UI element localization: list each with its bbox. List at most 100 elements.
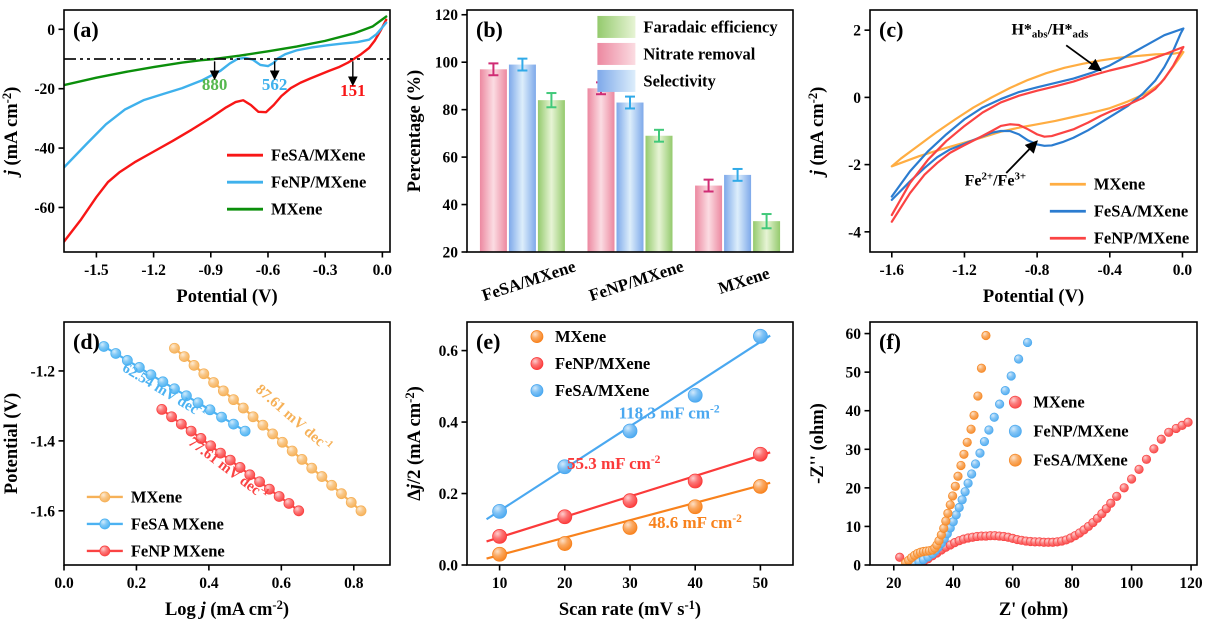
svg-text:Faradaic efficiency: Faradaic efficiency	[643, 17, 778, 36]
svg-text:Δj/2 (mA cm-2): Δj/2 (mA cm-2)	[403, 386, 425, 501]
svg-text:-0.3: -0.3	[313, 262, 338, 279]
svg-text:Z' (ohm): Z' (ohm)	[999, 600, 1068, 620]
svg-text:0: 0	[853, 90, 861, 107]
svg-text:(b): (b)	[476, 17, 503, 42]
svg-text:10: 10	[846, 519, 862, 536]
svg-text:(e): (e)	[476, 329, 500, 354]
svg-text:-1.2: -1.2	[30, 363, 55, 380]
svg-text:0.4: 0.4	[439, 415, 459, 432]
panel-a-lsv-curves: -1.5 -1.2 -0.9 -0.6 -0.3 0.0 0 -20 -40 -60 Potenti…	[0, 0, 403, 312]
svg-text:0.4: 0.4	[199, 575, 219, 592]
svg-text:100: 100	[1120, 575, 1144, 592]
svg-text:FeSA/MXene: FeSA/MXene	[480, 257, 579, 305]
panel-f-chart: 20 40 60 80 100 120 0 10 20 30 40 50 60 Z' (ohm) -Z'' …	[806, 312, 1210, 625]
svg-text:FeNP/MXene: FeNP/MXene	[271, 173, 366, 192]
svg-text:80: 80	[1064, 575, 1080, 592]
svg-text:20: 20	[557, 575, 573, 592]
svg-text:2: 2	[853, 23, 861, 40]
panel-a-chart: -1.5 -1.2 -0.9 -0.6 -0.3 0.0 0 -20 -40 -60 Potenti…	[0, 0, 403, 312]
svg-text:30: 30	[846, 442, 862, 459]
svg-text:FeNP/MXene: FeNP/MXene	[1094, 229, 1189, 248]
svg-text:60: 60	[1005, 575, 1021, 592]
svg-text:40: 40	[687, 575, 703, 592]
svg-text:118.3 mF cm-2: 118.3 mF cm-2	[619, 402, 720, 422]
svg-text:0.0: 0.0	[373, 262, 393, 279]
panel-e-chart: 10 20 30 40 50 0.0 0.2 0.4 0.6 Scan rate (mV s-1)…	[403, 312, 806, 625]
svg-text:50: 50	[846, 365, 862, 382]
svg-text:(c): (c)	[879, 17, 903, 42]
svg-text:FeNP/MXene: FeNP/MXene	[1033, 422, 1128, 441]
svg-text:10: 10	[492, 575, 508, 592]
svg-text:-0.6: -0.6	[256, 262, 281, 279]
svg-text:0.0: 0.0	[1173, 262, 1193, 279]
panel-c-cv-curves: -1.6 -1.2 -0.8 -0.4 0.0 2 0 -2 -4 Potential (V) j …	[806, 0, 1210, 312]
svg-text:j (mA cm-2): j (mA cm-2)	[806, 87, 828, 179]
svg-text:-0.4: -0.4	[1098, 262, 1123, 279]
svg-text:Log j (mA cm-2): Log j (mA cm-2)	[165, 598, 289, 620]
svg-text:50: 50	[753, 575, 769, 592]
svg-text:FeNP MXene: FeNP MXene	[131, 541, 225, 560]
svg-text:MXene: MXene	[716, 263, 773, 298]
svg-text:-1.6: -1.6	[880, 262, 905, 279]
svg-text:-Z'' (ohm): -Z'' (ohm)	[808, 403, 828, 484]
svg-text:120: 120	[435, 7, 459, 24]
svg-text:Potential (V): Potential (V)	[983, 287, 1084, 307]
svg-text:j (mA cm-2): j (mA cm-2)	[0, 87, 22, 179]
svg-text:Potential (V): Potential (V)	[2, 393, 22, 494]
svg-text:-1.5: -1.5	[84, 262, 109, 279]
svg-text:FeSA MXene: FeSA MXene	[131, 514, 224, 533]
svg-text:FeSA/MXene: FeSA/MXene	[1094, 202, 1188, 221]
svg-text:(f): (f)	[879, 329, 901, 354]
svg-text:87.61 mV dec-1: 87.61 mV dec-1	[252, 380, 335, 456]
svg-text:-1.2: -1.2	[141, 262, 166, 279]
svg-text:55.3 mF cm-2: 55.3 mF cm-2	[567, 453, 661, 473]
svg-text:Percentage (%): Percentage (%)	[405, 70, 425, 192]
panel-b-chart: 20 40 60 80 100 120 Percentage (%) FeSA/MXene Fe…	[403, 0, 806, 312]
svg-text:562: 562	[262, 75, 288, 94]
svg-text:30: 30	[622, 575, 638, 592]
svg-text:H*abs/H*ads: H*abs/H*ads	[1011, 22, 1088, 41]
svg-text:-0.9: -0.9	[199, 262, 224, 279]
panel-c-chart: -1.6 -1.2 -0.8 -0.4 0.0 2 0 -2 -4 Potential (V) j …	[806, 0, 1210, 312]
svg-text:0.2: 0.2	[127, 575, 147, 592]
svg-text:-4: -4	[848, 224, 861, 241]
figure-top-row: -1.5 -1.2 -0.9 -0.6 -0.3 0.0 0 -20 -40 -60 Potenti…	[0, 0, 1210, 312]
svg-text:151: 151	[340, 81, 366, 100]
svg-text:20: 20	[886, 575, 902, 592]
svg-text:-2: -2	[848, 157, 861, 174]
svg-text:FeSA/MXene: FeSA/MXene	[555, 381, 649, 400]
svg-text:FeSA/MXene: FeSA/MXene	[271, 146, 365, 165]
svg-text:60: 60	[846, 326, 862, 343]
svg-text:-40: -40	[34, 141, 55, 158]
svg-text:0.0: 0.0	[54, 575, 74, 592]
svg-text:-1.4: -1.4	[30, 433, 55, 450]
svg-text:Scan rate (mV s-1): Scan rate (mV s-1)	[559, 598, 701, 620]
svg-text:0.8: 0.8	[344, 575, 364, 592]
svg-text:60: 60	[443, 150, 459, 167]
svg-text:FeSA/MXene: FeSA/MXene	[1033, 451, 1127, 470]
svg-text:100: 100	[435, 55, 459, 72]
svg-text:(a): (a)	[73, 17, 99, 42]
svg-text:Nitrate removal: Nitrate removal	[643, 44, 755, 63]
svg-text:120: 120	[1179, 575, 1203, 592]
svg-text:20: 20	[443, 245, 459, 262]
svg-text:40: 40	[846, 403, 862, 420]
svg-text:0.2: 0.2	[439, 486, 459, 503]
svg-text:-1.6: -1.6	[30, 503, 55, 520]
svg-text:48.6 mF cm-2: 48.6 mF cm-2	[648, 512, 742, 532]
figure-bottom-row: 0.0 0.2 0.4 0.6 0.8 -1.2 -1.4 -1.6 Log j (mA cm-…	[0, 312, 1210, 625]
svg-text:40: 40	[945, 575, 961, 592]
panel-d-tafel-plots: 0.0 0.2 0.4 0.6 0.8 -1.2 -1.4 -1.6 Log j (mA cm-…	[0, 312, 403, 625]
svg-text:20: 20	[846, 480, 862, 497]
svg-text:-20: -20	[34, 81, 55, 98]
svg-text:(d): (d)	[73, 329, 100, 354]
panel-e-capacitance-fit: 10 20 30 40 50 0.0 0.2 0.4 0.6 Scan rate (mV s-1)…	[403, 312, 806, 625]
svg-text:MXene: MXene	[131, 487, 182, 506]
svg-text:40: 40	[443, 197, 459, 214]
svg-text:Fe2+/Fe3+: Fe2+/Fe3+	[965, 170, 1026, 189]
svg-text:FeNP/MXene: FeNP/MXene	[587, 256, 687, 305]
svg-text:0: 0	[47, 22, 55, 39]
svg-text:MXene: MXene	[1033, 393, 1084, 412]
svg-text:MXene: MXene	[555, 327, 606, 346]
